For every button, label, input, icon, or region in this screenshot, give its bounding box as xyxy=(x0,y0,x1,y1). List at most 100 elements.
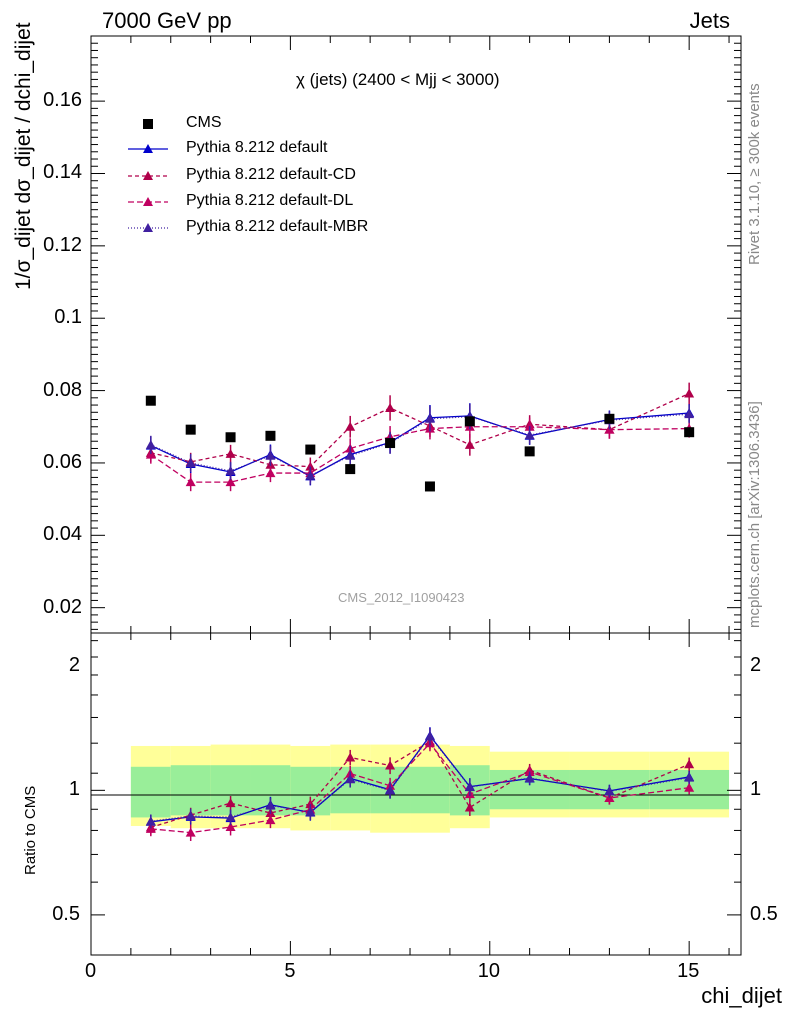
series-marker-ratio xyxy=(524,772,535,782)
series-marker-ratio xyxy=(225,812,236,822)
series-marker-main xyxy=(464,439,475,449)
series-marker-ratio xyxy=(684,772,695,782)
cms-data-point xyxy=(424,481,435,492)
cms-data-point xyxy=(604,413,615,424)
ratio-uncertainty-bands xyxy=(130,744,730,833)
series-marker-main xyxy=(265,468,276,478)
y-tick-label-ratio: 0.5 xyxy=(52,902,80,925)
legend-marker xyxy=(143,144,153,153)
series-marker-main xyxy=(345,421,356,431)
series-3 xyxy=(145,403,695,829)
series-marker-ratio xyxy=(385,785,396,795)
cms-data-point xyxy=(524,446,535,457)
legend-label: Pythia 8.212 default xyxy=(186,139,328,156)
y-tick-label-main: 0.08 xyxy=(43,378,82,401)
series-line-ratio xyxy=(150,735,690,822)
legend xyxy=(128,119,168,232)
cms-data-point xyxy=(345,464,356,475)
rivet-label: Rivet 3.1.10, ≥ 300k events xyxy=(746,83,763,265)
y-tick-label-main: 0.02 xyxy=(43,595,82,618)
series-marker-ratio xyxy=(265,815,276,825)
y-axis-label-main: 1/σ_dijet dσ_dijet / dchi_dijet xyxy=(12,20,36,290)
x-axis-label-text: chi_dijet xyxy=(701,983,782,1008)
series-marker-main xyxy=(684,388,695,398)
ratio-band-inner xyxy=(170,765,211,816)
series-marker-ratio xyxy=(225,798,236,808)
axis-ticks xyxy=(90,36,741,956)
series-marker-ratio xyxy=(305,806,316,816)
ratio-band-inner xyxy=(410,766,450,814)
cms-data-point xyxy=(145,395,156,406)
legend-label: CMS xyxy=(186,114,222,131)
legend-marker xyxy=(143,223,153,232)
legend-label: Pythia 8.212 default-CD xyxy=(186,166,356,183)
series-marker-ratio xyxy=(684,759,695,769)
y-tick-label-ratio: 1 xyxy=(68,778,80,801)
x-axis-label: chi_dijet xyxy=(676,983,782,1009)
cms-data-point xyxy=(185,424,196,435)
y-axis-label-text: 1/σ_dijet dσ_dijet / dchi_dijet xyxy=(12,22,35,290)
cms-data-point xyxy=(464,416,475,427)
y-tick-label-main: 0.04 xyxy=(43,523,82,546)
y-tick-label-ratio: 2 xyxy=(68,653,80,676)
ratio-plot-frame xyxy=(90,632,742,956)
y-axis-label-ratio: Ratio to CMS xyxy=(22,785,39,875)
series-marker-ratio xyxy=(464,802,475,812)
series-line-ratio xyxy=(150,734,690,823)
series-marker-main xyxy=(185,477,196,487)
series-marker-main xyxy=(225,477,236,487)
x-tick-label: 5 xyxy=(284,960,296,982)
series-marker-ratio xyxy=(265,800,276,810)
series-marker-main xyxy=(225,465,236,475)
series-marker-ratio xyxy=(185,810,196,820)
series-marker-main xyxy=(185,457,196,467)
series-marker-main xyxy=(305,470,316,480)
series-marker-ratio xyxy=(684,782,695,792)
series-marker-main xyxy=(145,449,156,459)
series-marker-main xyxy=(265,450,276,460)
cms-data-point xyxy=(684,427,695,438)
series-marker-ratio xyxy=(385,760,396,770)
legend-marker-cms xyxy=(143,119,153,129)
series-marker-ratio xyxy=(464,782,475,792)
series-marker-ratio xyxy=(345,752,356,762)
y-tick-label-main: 0.12 xyxy=(43,233,82,256)
y-tick-label-main: 0.1 xyxy=(54,306,82,329)
ratio-band-inner xyxy=(130,766,171,818)
series-line-main xyxy=(150,413,690,477)
cms-data-point xyxy=(265,430,276,441)
legend-marker xyxy=(143,171,153,180)
y-tick-label-main: 0.16 xyxy=(43,89,82,112)
mcplots-label: mcplots.cern.ch [arXiv:1306.3436] xyxy=(746,401,763,628)
y-tick-label-ratio-right: 0.5 xyxy=(750,902,778,925)
series-line-main xyxy=(150,392,690,468)
series-marker-main xyxy=(345,450,356,460)
series-marker-ratio xyxy=(604,786,615,796)
legend-marker xyxy=(143,197,153,206)
cms-data-point xyxy=(385,438,396,449)
series-marker-ratio xyxy=(185,827,196,837)
x-tick-label: 0 xyxy=(85,960,97,982)
series-marker-main xyxy=(385,402,396,412)
series-marker-main xyxy=(524,430,535,440)
x-tick-label: 15 xyxy=(677,960,700,982)
x-tick-label: 10 xyxy=(477,960,501,982)
cms-data-point xyxy=(225,432,236,443)
series-marker-ratio xyxy=(345,774,356,784)
chart-title: χ (jets) (2400 < Mjj < 3000) xyxy=(296,70,500,89)
y-tick-label-main: 0.06 xyxy=(43,450,82,473)
series-marker-main xyxy=(145,439,156,449)
series-line-ratio xyxy=(150,742,690,834)
series-marker-ratio xyxy=(225,822,236,832)
series-marker-main xyxy=(225,448,236,458)
series-line-main xyxy=(150,426,690,483)
series-marker-ratio xyxy=(145,823,156,833)
series-marker-ratio xyxy=(424,731,435,741)
cms-data-point xyxy=(305,444,316,455)
series-marker-main xyxy=(424,413,435,423)
cms-data-points xyxy=(145,395,695,492)
y-tick-label-ratio-right: 2 xyxy=(750,653,762,676)
header-right: Jets xyxy=(689,8,730,33)
series-marker-ratio xyxy=(145,816,156,826)
